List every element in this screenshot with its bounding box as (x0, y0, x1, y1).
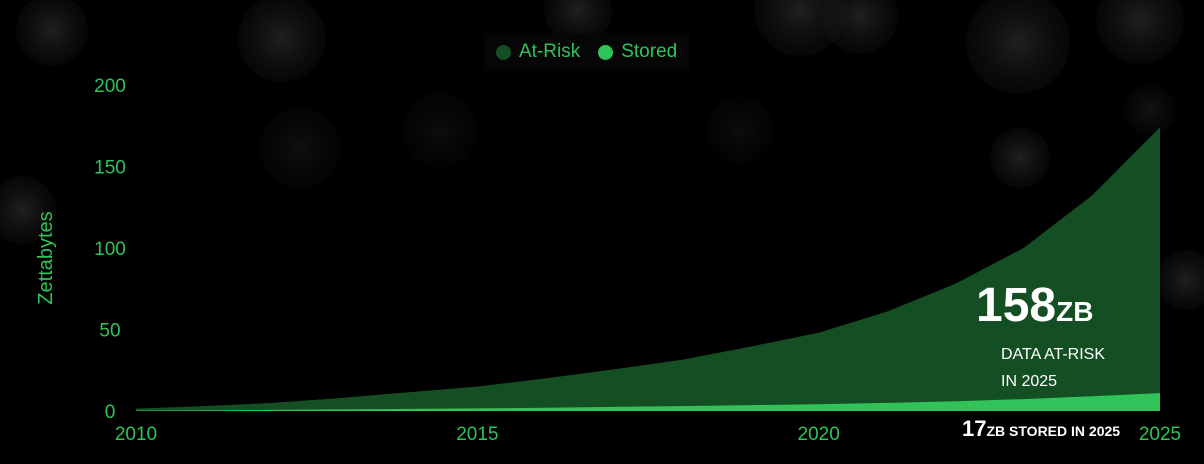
at-risk-callout-value: 158ZB (976, 282, 1093, 330)
stored-text: STORED IN 2025 (1009, 423, 1121, 439)
legend-swatch-stored (598, 44, 614, 60)
y-axis-title: Zettabytes (35, 211, 57, 304)
x-tick-label: 2010 (115, 424, 157, 445)
chart-legend: At-Risk Stored (484, 33, 690, 71)
legend-item-at-risk: At-Risk (496, 41, 580, 63)
at-risk-unit: ZB (1056, 296, 1094, 327)
x-tick-label: 2025 (1139, 424, 1181, 445)
y-tick-label: 150 (94, 158, 126, 179)
at-risk-callout-line1: DATA AT-RISK (1001, 346, 1106, 363)
area-at-risk (136, 127, 1160, 412)
y-tick-label: 0 (105, 402, 116, 423)
stored-unit: ZB (986, 423, 1006, 439)
at-risk-value: 158 (976, 279, 1057, 332)
legend-item-stored: Stored (598, 41, 677, 63)
legend-swatch-at-risk (496, 44, 511, 60)
y-tick-label: 100 (94, 239, 126, 260)
legend-label-stored: Stored (621, 41, 678, 62)
stored-callout: 17ZB STORED IN 2025 (962, 416, 1120, 442)
area-stored (136, 393, 1160, 411)
x-tick-label: 2020 (798, 424, 840, 445)
legend-label-at-risk: At-Risk (519, 41, 581, 62)
at-risk-callout-line2: IN 2025 (1001, 373, 1058, 390)
x-tick-label: 2015 (456, 424, 498, 445)
y-tick-label: 200 (94, 76, 126, 97)
y-tick-label: 50 (99, 321, 120, 342)
stored-value: 17 (962, 416, 987, 441)
